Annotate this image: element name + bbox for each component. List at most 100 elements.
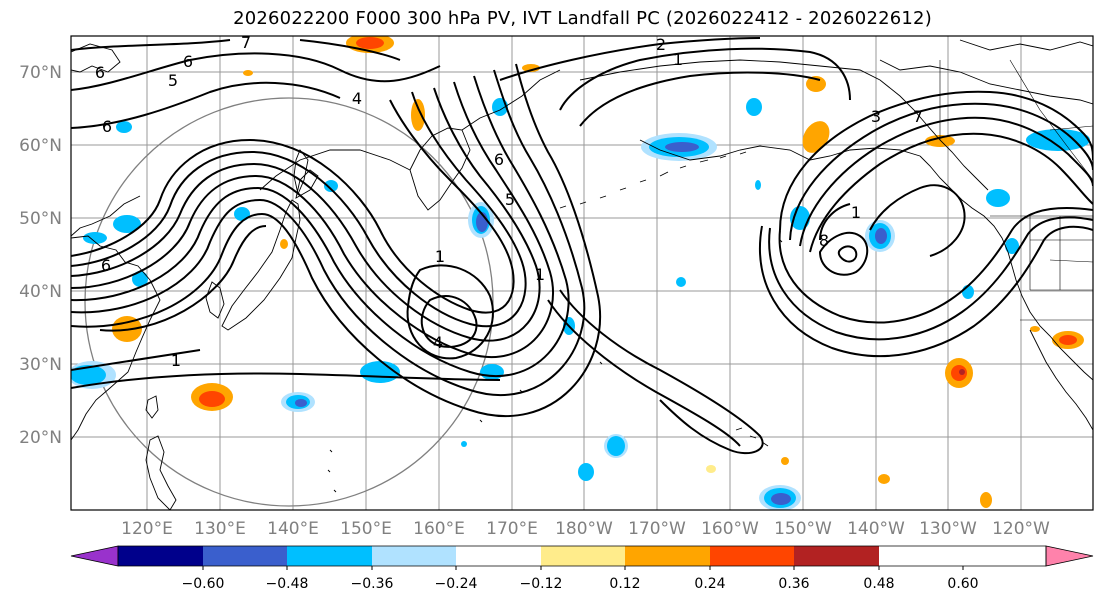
contour-label: 1 (535, 265, 545, 284)
colorbar: −0.60 −0.48 −0.36 −0.24 −0.12 0.12 0.24 … (70, 545, 1094, 592)
lon-label: 160°E (413, 519, 465, 539)
colorbar-segment (625, 546, 710, 566)
colorbar-segment (456, 546, 541, 566)
contour-label: 6 (183, 52, 193, 71)
contour-label: 3 (871, 107, 881, 126)
latitude-labels: 70°N 60°N 50°N 40°N 30°N 20°N (19, 63, 62, 448)
contour-label: 4 (352, 89, 362, 108)
pv-blob (706, 465, 716, 473)
pv-blob (1030, 326, 1040, 332)
lon-label: 150°W (774, 519, 832, 539)
pv-blob (746, 98, 762, 116)
pv-blob (234, 207, 250, 221)
contour-label: 5 (168, 71, 178, 90)
ivt-contours (71, 37, 1093, 455)
contour-label: 6 (494, 150, 504, 169)
pv-blob (480, 364, 504, 380)
pv-blob (71, 365, 106, 385)
colorbar-extend-min (70, 545, 119, 567)
colorbar-tick-label: 0.12 (609, 576, 640, 592)
contour-label: 6 (101, 256, 111, 275)
colorbar-segment (794, 546, 879, 566)
colorbar-tick-label: 0.48 (863, 576, 894, 592)
lon-label: 170°E (486, 519, 538, 539)
contour-label: 1 (435, 247, 445, 266)
colorbar-ticks: −0.60 −0.48 −0.36 −0.24 −0.12 0.12 0.24 … (182, 566, 979, 592)
pv-blob (356, 37, 384, 49)
pv-blob (665, 142, 699, 152)
longitude-labels: 120°E 130°E 140°E 150°E 160°E 170°E 180°… (121, 519, 1050, 539)
colorbar-segment (710, 546, 794, 566)
pv-blob (411, 99, 425, 131)
pv-blob (199, 391, 225, 407)
pv-blob (781, 457, 789, 465)
pv-blob (959, 369, 965, 375)
contour-label: 8 (819, 231, 829, 250)
map-area (71, 36, 1093, 510)
colorbar-extend-max (1045, 545, 1094, 567)
contour-label: 6 (95, 63, 105, 82)
lon-label: 150°E (340, 519, 392, 539)
pv-blob (578, 463, 594, 481)
coastlines (71, 39, 1093, 510)
lon-label: 170°W (628, 519, 686, 539)
lon-label: 140°E (267, 519, 319, 539)
pv-blob (925, 135, 955, 147)
pv-blob (771, 493, 791, 505)
pv-blob (295, 399, 307, 407)
pv-blob (607, 436, 625, 456)
contour-label: 6 (102, 117, 112, 136)
colorbar-tick-label: −0.60 (182, 576, 225, 592)
lon-label: 120°W (992, 519, 1050, 539)
lon-label: 180°W (555, 519, 613, 539)
pv-blob (243, 70, 253, 76)
pv-blob (132, 271, 148, 287)
lon-label: 130°W (919, 519, 977, 539)
lat-label: 60°N (19, 136, 62, 156)
colorbar-segment (287, 546, 372, 566)
lon-label: 120°E (121, 519, 173, 539)
pv-blob (755, 180, 761, 190)
pv-blob (116, 121, 132, 133)
colorbar-tick-label: −0.12 (520, 576, 563, 592)
contour-label: 5 (505, 190, 515, 209)
colorbar-tick-label: 0.60 (947, 576, 978, 592)
pv-blob (280, 239, 288, 249)
contour-label: 2 (656, 35, 666, 54)
pv-blob (676, 277, 686, 287)
lat-label: 30°N (19, 355, 62, 375)
contour-label: 4 (433, 333, 443, 352)
pv-blob (875, 228, 887, 244)
gridlines (71, 36, 1093, 510)
contour-labels: 6 6 5 6 4 7 2 1 6 5 1 1 4 1 3 7 6 8 1 (95, 35, 923, 370)
colorbar-tick-label: −0.48 (266, 576, 309, 592)
lon-label: 160°W (701, 519, 759, 539)
pv-blob (878, 474, 890, 484)
contour-label: 1 (851, 203, 861, 222)
colorbar-tick-label: −0.36 (351, 576, 394, 592)
pv-blob (83, 232, 107, 244)
colorbar-tick-label: 0.24 (694, 576, 725, 592)
borders (939, 59, 1093, 321)
contour-label: 1 (673, 50, 683, 69)
pv-blob (806, 76, 826, 92)
pv-blob (980, 492, 992, 508)
map-title: 2026022200 F000 300 hPa PV, IVT Landfall… (233, 8, 932, 29)
lat-label: 70°N (19, 63, 62, 83)
map-frame (70, 35, 1094, 511)
lat-label: 40°N (19, 282, 62, 302)
pv-blob (1005, 238, 1019, 254)
lat-label: 20°N (19, 428, 62, 448)
contour-label: 1 (171, 351, 181, 370)
pv-blob (461, 441, 467, 447)
colorbar-segment (203, 546, 287, 566)
lon-label: 140°W (847, 519, 905, 539)
colorbar-segment (372, 546, 456, 566)
colorbar-segment (118, 546, 203, 566)
contour-label: 7 (913, 107, 923, 126)
colorbar-tick-label: −0.24 (435, 576, 478, 592)
pv-shading (71, 36, 1090, 510)
pv-blob (1059, 335, 1077, 345)
colorbar-tick-label: 0.36 (778, 576, 809, 592)
